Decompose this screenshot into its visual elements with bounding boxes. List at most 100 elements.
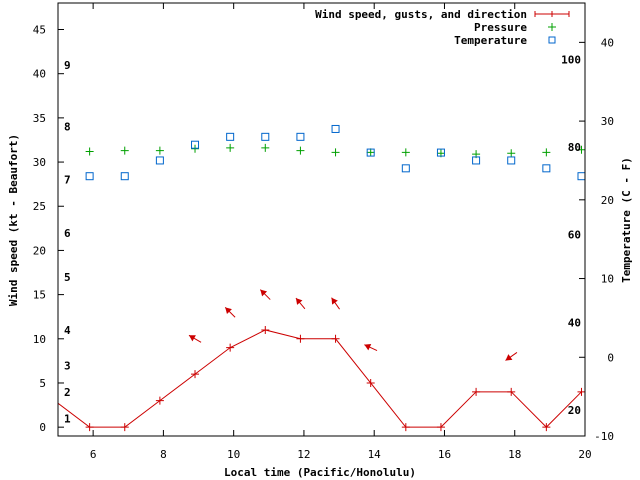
temperature-point: [542, 164, 551, 173]
temperature-point: [85, 172, 94, 181]
wind-point: [472, 387, 481, 396]
legend-pressure-label: Pressure: [474, 21, 527, 34]
legend-wind-marker: [534, 11, 570, 17]
pressure-point: [331, 148, 340, 157]
x-tick-label-10: 10: [227, 448, 240, 461]
legend-wind-label: Wind speed, gusts, and direction: [315, 8, 527, 21]
x-tick-label-12: 12: [297, 448, 310, 461]
pressure-point: [577, 145, 585, 154]
pressure-point: [155, 146, 164, 155]
y2-tick-label-20: 20: [601, 194, 614, 207]
beaufort-label-1: 1: [64, 412, 71, 425]
wind-arrow-se: [224, 306, 236, 318]
temperature-point: [226, 132, 235, 141]
legend-pressure-marker: [548, 23, 556, 31]
wind-series: [58, 325, 585, 432]
wind-point: [226, 343, 235, 352]
beaufort-label-3: 3: [64, 359, 71, 372]
x-tick-label-14: 14: [368, 448, 382, 461]
pressure-point: [226, 143, 235, 152]
y2-tick-label--10: -10: [594, 430, 614, 443]
y-tick-label-25: 25: [33, 200, 46, 213]
beaufort-labels: 1 2 3 4 5 6 7 8 9: [64, 59, 71, 425]
y2-axis-title: Temperature (C - F): [620, 157, 633, 283]
x-tick-label-8: 8: [160, 448, 167, 461]
pressure-point: [366, 148, 375, 157]
y-tick-label-0: 0: [39, 421, 46, 434]
y-tick-label-10: 10: [33, 333, 46, 346]
fahrenheit-label-100: 100: [561, 54, 581, 67]
temperature-point: [261, 132, 270, 141]
y2-axis-ticks: -10 0 10 20 30 40: [579, 36, 614, 443]
temperature-point: [191, 140, 200, 149]
legend-temperature-label: Temperature: [454, 34, 527, 47]
wind-arrow-se: [295, 297, 306, 310]
wind-speed-line: [58, 329, 582, 428]
pressure-point: [191, 144, 200, 153]
wind-point: [577, 387, 585, 396]
wind-direction-arrows: [188, 289, 518, 361]
x-tick-label-16: 16: [438, 448, 451, 461]
wind-arrow-se: [259, 289, 271, 300]
wind-point: [507, 387, 516, 396]
axes: [57, 2, 586, 437]
y-tick-label-5: 5: [39, 377, 46, 390]
y2-tick-label-40: 40: [601, 36, 614, 49]
y-tick-label-15: 15: [33, 289, 46, 302]
x-tick-label-18: 18: [508, 448, 521, 461]
fahrenheit-label-80: 80: [568, 141, 581, 154]
fahrenheit-label-40: 40: [568, 317, 581, 330]
beaufort-label-4: 4: [64, 324, 71, 337]
wind-point: [155, 396, 164, 405]
temperature-point: [507, 156, 516, 165]
y2-tick-label-10: 10: [601, 273, 614, 286]
plot-border: [57, 2, 586, 437]
x-tick-label-6: 6: [90, 448, 97, 461]
wind-point: [296, 334, 305, 343]
y-tick-label-45: 45: [33, 24, 46, 37]
y-tick-label-35: 35: [33, 112, 46, 125]
pressure-series: [85, 143, 585, 159]
beaufort-label-9: 9: [64, 59, 71, 72]
fahrenheit-label-20: 20: [568, 404, 581, 417]
y-axis-title: Wind speed (kt - Beaufort): [7, 134, 20, 306]
wind-point: [401, 423, 410, 432]
wind-arrow-ese: [364, 344, 378, 352]
temperature-point: [155, 156, 164, 165]
temperature-point: [436, 148, 445, 157]
y2-tick-label-30: 30: [601, 115, 614, 128]
pressure-point: [296, 146, 305, 155]
wind-point: [261, 325, 270, 334]
temperature-point: [120, 172, 129, 181]
pressure-point: [261, 143, 270, 152]
x-axis-title: Local time (Pacific/Honolulu): [224, 466, 416, 479]
temperature-point: [331, 124, 340, 133]
wind-point: [120, 423, 129, 432]
legend-temperature-marker: [548, 36, 556, 44]
y-axis-ticks: 0 5 10 15 20 25 30 35 40 45: [33, 24, 64, 434]
temperature-series: [85, 124, 585, 181]
pressure-point: [542, 148, 551, 157]
pressure-point: [120, 146, 129, 155]
wind-point: [85, 423, 94, 432]
y-tick-label-40: 40: [33, 68, 46, 81]
beaufort-label-7: 7: [64, 174, 71, 187]
y2-tick-label-0: 0: [607, 351, 614, 364]
temperature-point: [366, 148, 375, 157]
wind-arrow-ne: [505, 352, 518, 361]
wind-point: [436, 423, 445, 432]
fahrenheit-labels: 20 40 60 80 100: [561, 54, 581, 417]
wind-point: [191, 370, 200, 379]
y-tick-label-30: 30: [33, 156, 46, 169]
y-tick-label-20: 20: [33, 244, 46, 257]
wind-arrow-se: [331, 297, 340, 310]
pressure-point: [85, 147, 94, 156]
pressure-point: [401, 148, 410, 157]
temperature-point: [296, 132, 305, 141]
wind-point: [331, 334, 340, 343]
legend: Wind speed, gusts, and direction Pressur…: [315, 8, 570, 47]
wind-point: [542, 423, 551, 432]
pressure-point: [507, 149, 516, 158]
wind-point: [366, 378, 375, 387]
